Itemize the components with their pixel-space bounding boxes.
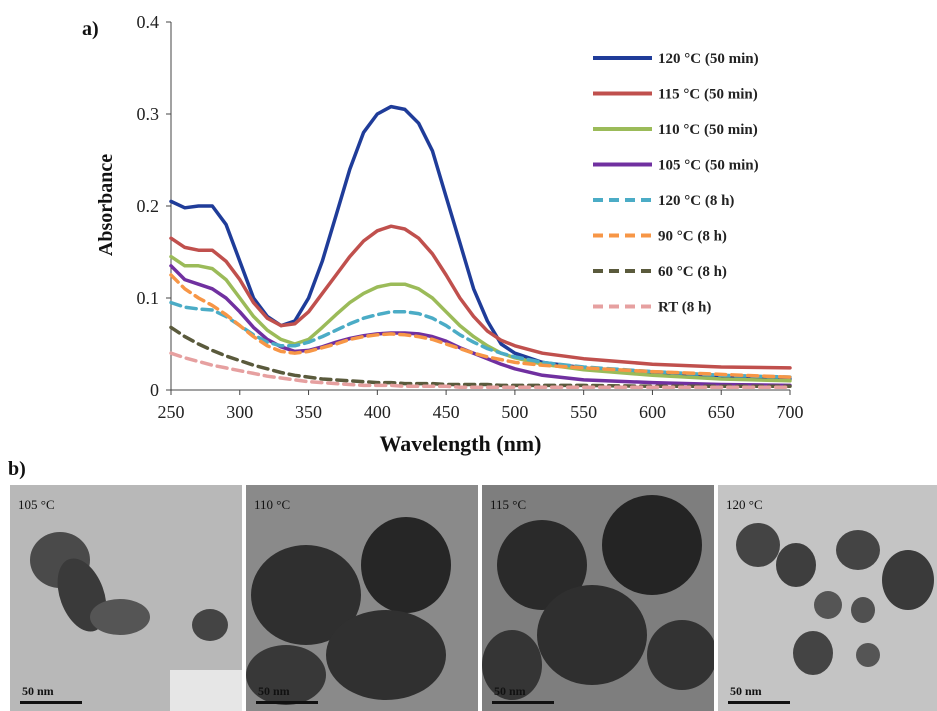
x-tick-label: 350 bbox=[295, 402, 322, 422]
tem-image-110: 110 °C 50 nm bbox=[246, 485, 478, 711]
x-tick-label: 500 bbox=[501, 402, 528, 422]
x-tick-label: 400 bbox=[364, 402, 391, 422]
y-tick-label: 0.3 bbox=[137, 104, 160, 124]
series-line-1 bbox=[169, 224, 792, 370]
x-axis-label: Wavelength (nm) bbox=[380, 431, 542, 456]
tem-temp-label: 120 °C bbox=[726, 497, 763, 512]
tem-particles bbox=[736, 523, 934, 675]
series-line-5 bbox=[169, 273, 792, 379]
scale-bar bbox=[256, 701, 318, 704]
x-tick-label: 650 bbox=[708, 402, 735, 422]
x-tick-label: 600 bbox=[639, 402, 666, 422]
y-tick-label: 0.2 bbox=[137, 196, 160, 216]
series-line-0 bbox=[169, 104, 792, 381]
y-tick-label: 0.1 bbox=[137, 288, 160, 308]
tem-particles bbox=[246, 517, 451, 705]
scale-bar-label: 50 nm bbox=[22, 684, 54, 698]
series-line-6 bbox=[169, 325, 792, 389]
scale-bar bbox=[20, 701, 82, 704]
y-tick-label: 0 bbox=[150, 380, 159, 400]
x-tick-label: 300 bbox=[226, 402, 253, 422]
x-tick-label: 450 bbox=[433, 402, 460, 422]
scale-bar-label: 50 nm bbox=[258, 684, 290, 698]
tem-temp-label: 110 °C bbox=[254, 497, 291, 512]
legend-label-5: 90 °C (8 h) bbox=[658, 229, 727, 245]
legend-label-2: 110 °C (50 min) bbox=[658, 122, 758, 138]
tem-image-115: 115 °C 50 nm bbox=[482, 485, 714, 711]
scale-bar-label: 50 nm bbox=[494, 684, 526, 698]
x-tick-label: 250 bbox=[158, 402, 185, 422]
tem-temp-label: 105 °C bbox=[18, 497, 55, 512]
scale-bar-label: 50 nm bbox=[730, 684, 762, 698]
scale-bar bbox=[728, 701, 790, 704]
tem-image-105: 105 °C 50 nm bbox=[10, 485, 242, 711]
tem-particles bbox=[30, 532, 242, 711]
tem-image-120: 120 °C 50 nm bbox=[718, 485, 937, 711]
series-line-7 bbox=[169, 351, 792, 389]
panel-b-label: b) bbox=[8, 458, 26, 480]
panel-a-label: a) bbox=[82, 18, 99, 40]
absorbance-chart: 0 0.1 0.2 0.3 0.4 250 300 350 400 450 500 550 600 650… bbox=[95, 12, 804, 456]
legend-label-1: 115 °C (50 min) bbox=[658, 87, 758, 103]
x-tick-label: 700 bbox=[777, 402, 804, 422]
y-tick-label: 0.4 bbox=[137, 12, 160, 32]
legend-label-3: 105 °C (50 min) bbox=[658, 158, 759, 174]
tem-temp-label: 115 °C bbox=[490, 497, 527, 512]
legend-label-6: 60 °C (8 h) bbox=[658, 264, 727, 280]
x-tick-label: 550 bbox=[570, 402, 597, 422]
tem-particles bbox=[482, 495, 714, 700]
legend-label-7: RT (8 h) bbox=[658, 300, 711, 316]
legend-label-0: 120 °C (50 min) bbox=[658, 51, 759, 67]
scale-bar bbox=[492, 701, 554, 704]
legend-label-4: 120 °C (8 h) bbox=[658, 193, 734, 209]
y-axis-label: Absorbance bbox=[95, 154, 117, 256]
